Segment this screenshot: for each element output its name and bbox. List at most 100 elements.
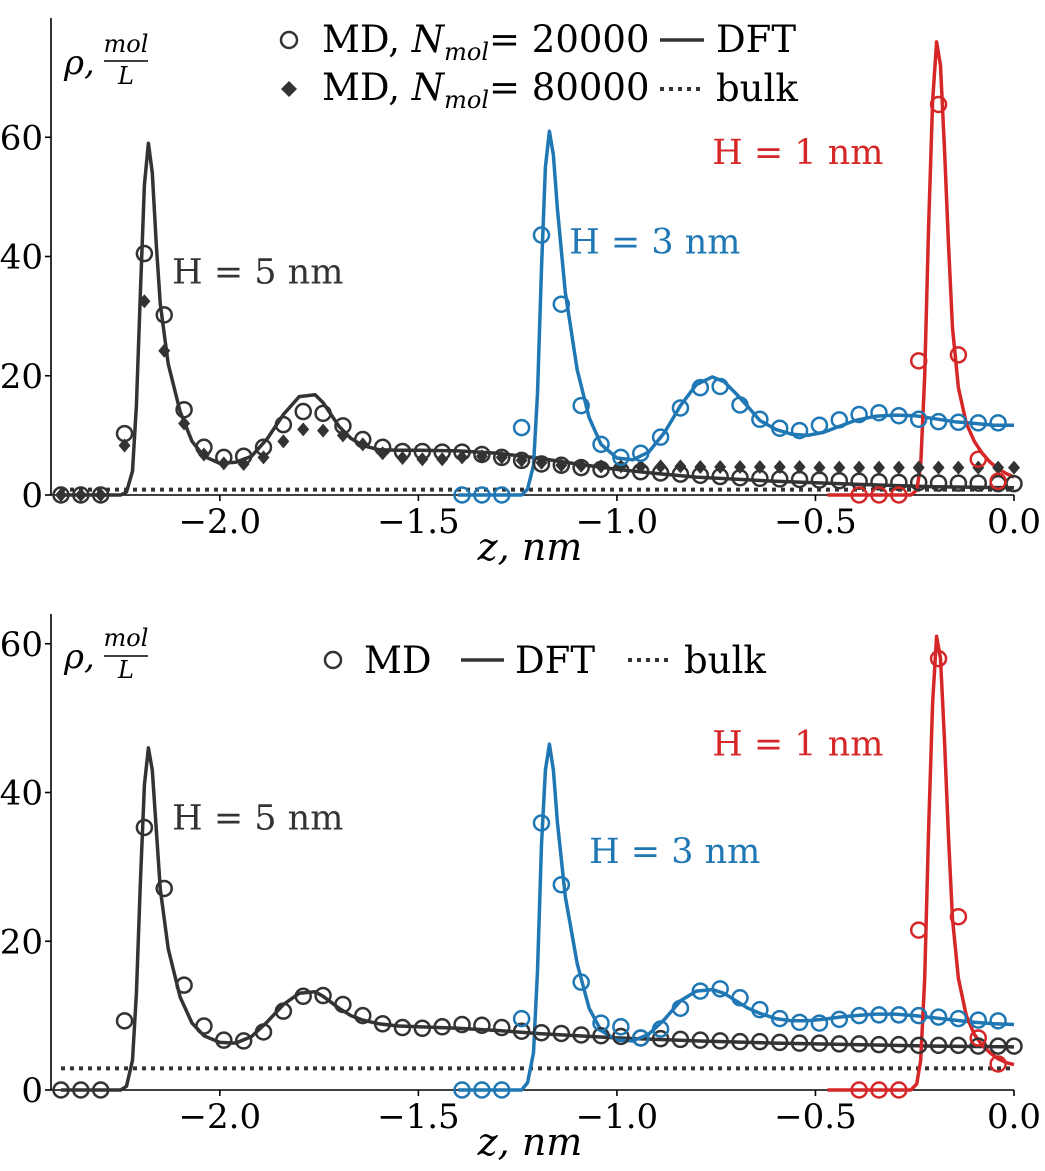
bottom-md-marker-black (254, 1023, 273, 1041)
bottom-md-marker-red (949, 907, 968, 926)
bottom-md-marker-black (751, 1032, 769, 1051)
legend-label-dft: DFT (716, 18, 796, 61)
top-md-marker-blue (751, 410, 769, 429)
top-md-diamond-marker (257, 450, 270, 465)
bottom-md-marker-black (969, 1037, 988, 1055)
bottom-md-marker-black (850, 1035, 868, 1053)
top-md-diamond-marker (892, 460, 905, 475)
top-md-diamond-marker (416, 452, 429, 467)
top-md-diamond-marker (694, 459, 707, 474)
top-md-diamond-marker (55, 488, 67, 502)
bottom-md-marker-black (572, 1026, 590, 1044)
bottom-y-label-rho: ρ, (63, 637, 95, 677)
top-md-diamond-marker (297, 422, 310, 437)
bottom-md-marker-red (909, 921, 928, 939)
bottom-md-marker-black (612, 1027, 630, 1046)
bottom-md-marker-blue (572, 973, 590, 991)
top-md-marker-blue (890, 406, 908, 425)
top-x-tick-label: −2.0 (179, 502, 262, 542)
top-md-diamond-marker (396, 451, 409, 466)
bottom-md-marker-red (890, 1081, 908, 1099)
bottom-md-marker-black (493, 1018, 511, 1037)
bottom-md-marker-black (413, 1019, 432, 1038)
top-md-diamond-marker (495, 450, 508, 465)
top-md-diamond-marker (456, 450, 469, 465)
bottom-md-marker-blue (711, 980, 729, 998)
bottom-md-marker-black (810, 1034, 829, 1052)
bottom-md-marker-blue (751, 1000, 769, 1019)
bottom-y-tick-label: 0 (21, 1071, 43, 1111)
bottom-md-marker-black (512, 1022, 531, 1040)
top-md-marker-red (909, 352, 928, 370)
bottom-md-marker-blue (631, 1029, 650, 1047)
bottom-md-marker-blue (493, 1081, 511, 1099)
top-md-marker-blue (909, 410, 928, 429)
top-md-marker-blue (870, 403, 888, 422)
bottom-panel: H = 5 nm H = 3 nm H = 1 nm −2.0 −1.5 −1.0 −0.… (0, 614, 1041, 1164)
top-md-diamond-marker (515, 453, 528, 468)
top-md-marker-blue (731, 396, 749, 414)
top-x-tick-label: −1.5 (377, 502, 460, 542)
bottom-md-marker-black (909, 1036, 928, 1055)
legend-label-bulk: bulk (716, 67, 798, 110)
bottom-md-marker-blue (949, 1009, 968, 1028)
top-dft-line-red (827, 40, 1015, 497)
bottom-x-label: z, nm (477, 1120, 583, 1164)
top-plot-area: H = 5 nm H = 3 nm H = 1 nm (52, 40, 1023, 504)
bottom-md-marker-blue (691, 982, 710, 1000)
top-md-marker-blue (592, 435, 610, 454)
top-md-marker-black (810, 471, 829, 489)
bottom-x-tick-label: −1.0 (576, 1097, 659, 1137)
top-md-marker-black (830, 471, 849, 490)
top-md-diamond-marker (356, 437, 369, 452)
top-md-diamond-marker (595, 459, 608, 474)
top-md-diamond-marker (237, 456, 250, 471)
bottom-md-marker-black (52, 1081, 70, 1099)
top-y-label-rho: ρ, (63, 43, 95, 83)
bottom-md-marker-blue (770, 1009, 789, 1028)
top-md-marker-blue (631, 444, 650, 463)
top-md-marker-blue (691, 378, 710, 397)
top-md-marker-black (512, 451, 531, 470)
bottom-md-marker-blue (969, 1011, 988, 1029)
bottom-md-marker-black (929, 1036, 948, 1055)
top-md-diamond-marker (74, 488, 87, 502)
bottom-md-marker-black (72, 1081, 90, 1099)
top-md-marker-blue (493, 486, 511, 504)
top-md-marker-blue (473, 486, 491, 504)
bottom-md-marker-black (651, 1029, 670, 1048)
bottom-md-marker-blue (592, 1014, 610, 1032)
top-md-diamond-marker (277, 434, 290, 449)
bottom-md-marker-blue (830, 1010, 849, 1029)
bottom-md-marker-black (453, 1015, 471, 1034)
bottom-md-marker-black (334, 995, 352, 1014)
top-md-diamond-marker (853, 460, 866, 475)
top-md-diamond-marker (217, 456, 230, 471)
top-md-marker-blue (770, 419, 789, 437)
top-md-marker-blue (949, 413, 968, 432)
bottom-md-marker-black (790, 1034, 809, 1052)
bottom-md-marker-red (870, 1081, 888, 1099)
top-x-tick-label: −1.0 (576, 502, 659, 542)
bottom-annotation-red: H = 1 nm (712, 724, 883, 764)
top-md-diamond-marker (118, 438, 131, 453)
bottom-md-marker-red (929, 649, 948, 668)
bottom-md-marker-blue (890, 1006, 908, 1024)
top-md-marker-blue (711, 377, 729, 396)
bottom-x-tick-label: −2.0 (179, 1097, 262, 1137)
top-md-diamond-marker (94, 488, 107, 502)
top-y-tick-label: 0 (21, 476, 43, 516)
legend-label-md-20000: MD, Nmol= 20000 (322, 18, 650, 66)
top-md-marker-black (91, 486, 110, 504)
top-y-label-num: mol (104, 30, 149, 58)
top-md-marker-black (52, 486, 70, 504)
bottom-md-marker-black (155, 879, 173, 898)
top-x-label: z, nm (477, 525, 583, 569)
top-y-tick-label: 40 (0, 238, 43, 278)
bottom-md-marker-black (393, 1018, 412, 1037)
legend-label-md: MD (364, 639, 432, 682)
bottom-y-tick-label: 40 (0, 774, 43, 814)
top-md-diamond-marker (436, 452, 449, 467)
top-md-marker-blue (532, 226, 551, 244)
